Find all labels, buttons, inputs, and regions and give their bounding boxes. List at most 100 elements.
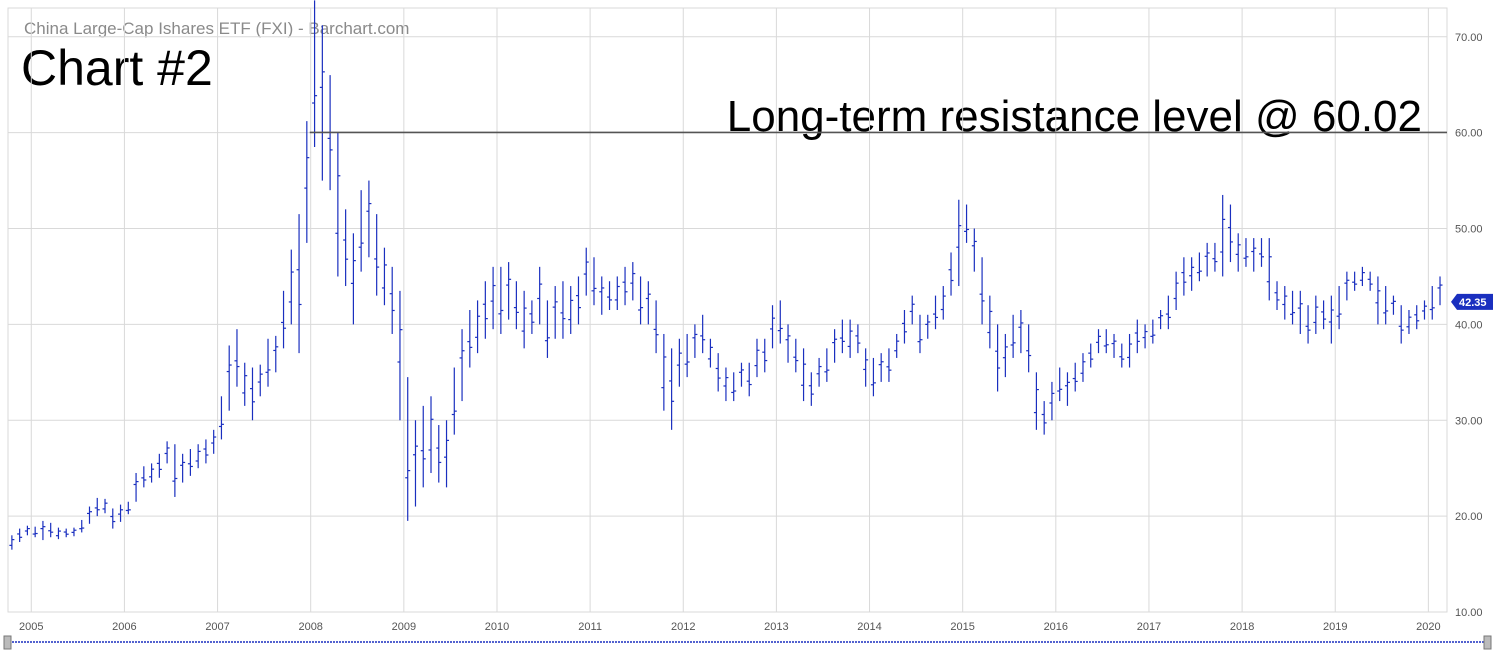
ohlc-bar — [164, 441, 170, 464]
ohlc-bar — [645, 281, 651, 325]
ohlc-bar — [467, 310, 473, 368]
x-tick-label: 2007 — [205, 621, 229, 633]
ohlc-bar — [839, 319, 845, 354]
ohlc-bar — [832, 329, 838, 363]
ohlc-bar — [684, 333, 690, 378]
ohlc-bar — [444, 420, 450, 488]
ohlc-bar — [1103, 329, 1109, 354]
ohlc-bar — [1026, 324, 1032, 373]
ohlc-bar — [94, 497, 100, 517]
ohlc-bar — [1429, 286, 1435, 320]
scrollbar-left-handle[interactable] — [3, 635, 12, 650]
last-price-badge: 42.35 — [1451, 293, 1493, 310]
ohlc-bar — [1406, 310, 1412, 334]
ohlc-bar — [350, 233, 356, 325]
ohlc-bar — [281, 290, 287, 349]
ohlc-bar — [669, 348, 675, 430]
ohlc-bar — [1064, 372, 1070, 406]
ohlc-bar — [1367, 271, 1373, 291]
x-tick-label: 2015 — [950, 621, 974, 633]
time-scrollbar — [3, 635, 1492, 650]
ohlc-bar — [1344, 271, 1350, 301]
ohlc-bar — [172, 444, 178, 497]
ohlc-bar — [1414, 305, 1420, 330]
ohlc-bar — [1204, 242, 1210, 277]
ohlc-bar — [1018, 310, 1024, 354]
ohlc-bar — [1352, 271, 1358, 291]
ohlc-bar — [296, 214, 302, 354]
ohlc-bar — [257, 364, 263, 397]
ohlc-bar — [692, 324, 698, 358]
ohlc-bar — [529, 300, 535, 334]
ohlc-bar — [661, 333, 667, 411]
ohlc-bar — [909, 295, 915, 325]
ohlc-bar — [599, 276, 605, 315]
grid-layer — [7, 7, 1448, 613]
ohlc-bar — [273, 335, 279, 373]
ohlc-bar — [738, 362, 744, 387]
ohlc-bar — [1383, 286, 1389, 325]
ohlc-bar — [1080, 353, 1086, 382]
ohlc-bar — [622, 266, 628, 306]
x-tick-label: 2012 — [671, 621, 695, 633]
ohlc-bar — [343, 209, 349, 287]
ohlc-bar — [723, 367, 729, 402]
ohlc-bar — [102, 498, 108, 514]
ohlc-bar — [1220, 194, 1226, 277]
ohlc-bar — [1336, 286, 1342, 330]
ohlc-bar — [638, 276, 644, 325]
ohlc-bar — [133, 472, 139, 502]
ohlc-bar — [459, 329, 465, 402]
ohlc-bar — [149, 463, 155, 483]
ohlc-bar — [568, 286, 574, 334]
ohlc-bar — [630, 262, 636, 301]
ohlc-bar — [1274, 281, 1280, 310]
ohlc-bar — [110, 508, 116, 529]
ohlc-bar — [203, 439, 209, 464]
x-tick-label: 2020 — [1416, 621, 1440, 633]
ohlc-bar — [940, 286, 946, 320]
ohlc-bar — [420, 405, 426, 488]
x-tick-label: 2008 — [298, 621, 322, 633]
ohlc-bar — [870, 357, 876, 397]
ohlc-bar — [987, 295, 993, 349]
ohlc-bar — [979, 257, 985, 325]
ohlc-bar — [265, 338, 271, 387]
ohlc-bar — [1328, 295, 1334, 344]
ohlc-bar — [824, 348, 830, 382]
ohlc-bar — [1297, 290, 1303, 334]
ohlc-bar — [234, 329, 240, 387]
scrollbar-right-handle[interactable] — [1483, 635, 1492, 650]
plot-frame — [7, 7, 1448, 613]
ohlc-bar — [1313, 295, 1319, 334]
ohlc-bar — [521, 290, 527, 349]
last-price-value: 42.35 — [1459, 297, 1487, 309]
y-tick-label: 70.00 — [1455, 32, 1483, 44]
ohlc-bar — [1181, 257, 1187, 296]
ohlc-bar — [312, 0, 318, 148]
chart-source-title: China Large-Cap Ishares ETF (FXI) - Barc… — [24, 19, 410, 38]
y-tick-label: 10.00 — [1455, 607, 1483, 619]
x-tick-label: 2009 — [392, 621, 416, 633]
ohlc-bar — [560, 281, 566, 339]
ohlc-bar — [288, 249, 294, 325]
ohlc-bar — [863, 348, 869, 387]
ohlc-bar — [808, 372, 814, 406]
ohlc-bar — [17, 528, 23, 543]
ohlc-bar — [1158, 310, 1164, 330]
ohlc-bar — [451, 367, 457, 435]
ohlc-bar — [878, 353, 884, 382]
ohlc-bar — [894, 333, 900, 358]
ohlc-bar — [762, 338, 768, 373]
ohlc-bar — [381, 247, 387, 306]
chart-number-label: Chart #2 — [21, 40, 213, 96]
ohlc-bar — [498, 266, 504, 334]
ohlc-bar — [1398, 305, 1404, 344]
ohlc-bar — [707, 338, 713, 368]
ohlc-bar — [1251, 238, 1257, 272]
ohlc-bar — [793, 338, 799, 373]
ohlc-bar — [249, 367, 255, 421]
ohlc-bar — [575, 276, 581, 325]
y-tick-label: 30.00 — [1455, 415, 1483, 427]
